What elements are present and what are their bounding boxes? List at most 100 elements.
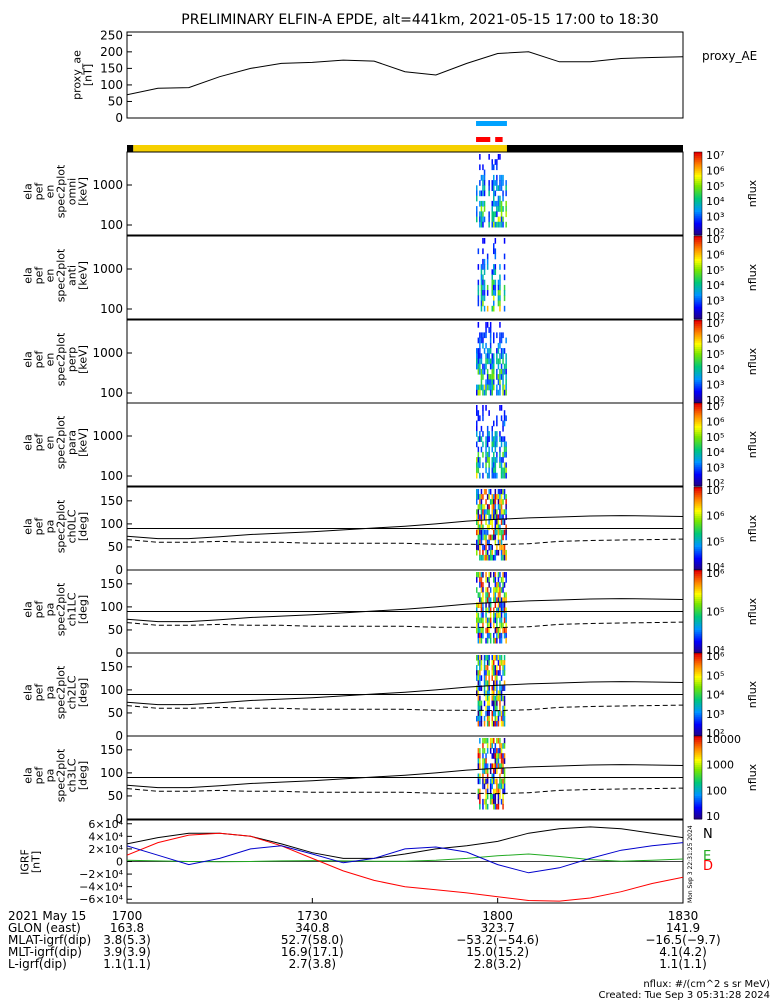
spec-cell <box>489 587 492 593</box>
spec-cell <box>480 384 483 391</box>
spec-cell <box>505 597 507 603</box>
spec-cell <box>503 612 506 619</box>
spec-cell <box>489 332 492 339</box>
spec-cell <box>496 159 498 165</box>
colorbar-cell <box>694 446 702 450</box>
spec-cell <box>485 572 487 578</box>
spec-cell <box>505 534 507 541</box>
spec-cell <box>496 451 498 458</box>
spec-cell <box>476 185 478 191</box>
colorbar-cell <box>694 692 702 695</box>
colorbar-cell <box>694 725 702 729</box>
spec-cell <box>483 489 486 495</box>
spec-cell <box>477 753 480 759</box>
spec-cell <box>505 185 507 191</box>
colorbar-cell <box>694 653 702 656</box>
spec-cell <box>485 602 487 608</box>
colorbar-cell <box>694 396 702 400</box>
spec-cell <box>493 637 495 644</box>
spec-cell <box>497 748 500 754</box>
spec-cell <box>502 597 504 603</box>
colorbar-cell <box>694 626 702 629</box>
spec-cell <box>486 374 489 380</box>
spec-cell <box>491 519 493 525</box>
spec-cell <box>500 637 503 644</box>
spec-cell <box>494 592 497 598</box>
colorbar-cell <box>694 650 702 654</box>
igrf-series-E <box>126 853 684 863</box>
spec-cell <box>503 670 506 676</box>
spec-cell <box>485 519 487 525</box>
colorbar-cell <box>694 336 702 340</box>
spec-cell <box>486 622 489 629</box>
colorbar-cell <box>694 479 702 483</box>
spec-cell <box>494 504 497 510</box>
spec-cell <box>479 798 481 805</box>
spec-cell <box>503 519 506 525</box>
spec-cell <box>494 221 497 228</box>
spec-cell <box>493 211 495 218</box>
spec-cell <box>499 763 501 769</box>
ytick-label: 1000 <box>92 429 123 443</box>
spec-cell <box>496 655 498 661</box>
colorbar-cell <box>694 162 702 165</box>
spec-cell <box>500 415 503 422</box>
spec-cell <box>476 363 478 370</box>
spec-cell <box>488 715 490 722</box>
spec-cell <box>488 627 490 634</box>
colorbar-cell <box>694 682 702 685</box>
colorbar-cell <box>694 429 702 433</box>
spec-cell <box>497 710 500 717</box>
spec-cell <box>499 748 501 754</box>
colorbar-label-text: nflux <box>746 680 759 708</box>
spec-cell <box>493 577 495 583</box>
spec-cell <box>489 632 492 639</box>
spec-cell <box>505 637 507 644</box>
spec-cell <box>497 358 500 365</box>
colorbar-cell <box>694 322 702 325</box>
colorbar-tick: 10³ <box>706 708 724 721</box>
spec-cell <box>479 582 481 588</box>
spec-cell <box>480 587 483 593</box>
spec-cell <box>493 467 495 474</box>
spec-cell <box>491 504 493 510</box>
spec-cell <box>497 793 500 800</box>
spec-cell <box>497 549 500 556</box>
colorbar-cell <box>694 704 702 708</box>
orbit-marker <box>476 137 491 142</box>
colorbar-cell <box>694 752 702 756</box>
colorbar-cell <box>694 367 702 371</box>
colorbar-tick: 10⁷ <box>706 484 724 497</box>
spec-cell <box>503 768 506 774</box>
colorbar-cell <box>694 189 702 192</box>
spec-cell <box>499 342 501 349</box>
spec-cell <box>500 778 503 785</box>
colorbar-tick: 10⁴ <box>706 644 725 657</box>
colorbar-cell <box>694 271 702 274</box>
spec-cell <box>485 327 487 333</box>
spec-cell <box>483 798 486 805</box>
spec-cell <box>489 327 492 333</box>
spec-cell <box>486 748 489 754</box>
spec-cell <box>486 763 489 769</box>
ylabel-line: [deg] <box>77 595 90 624</box>
spec-cell <box>483 216 486 223</box>
colorbar-cell <box>694 640 702 644</box>
ylabel-line: spec2plot <box>55 499 68 553</box>
spec-cell <box>505 577 507 583</box>
ylabel-line: para <box>66 430 79 455</box>
spec-cell <box>485 322 487 328</box>
colorbar-cell <box>694 277 702 281</box>
colorbar-cell <box>694 407 702 410</box>
spec-cell <box>485 539 487 546</box>
spec-cell <box>500 743 503 749</box>
spec-cell <box>488 446 490 453</box>
spec-cell <box>497 612 500 619</box>
spec-cell <box>496 763 498 769</box>
spec-cell <box>502 768 504 774</box>
spec-cell <box>500 211 503 218</box>
colorbar-cell <box>694 777 702 781</box>
spec-cell <box>480 489 483 495</box>
spec-cell <box>486 368 489 375</box>
igrf-legend-N: N <box>703 827 713 842</box>
